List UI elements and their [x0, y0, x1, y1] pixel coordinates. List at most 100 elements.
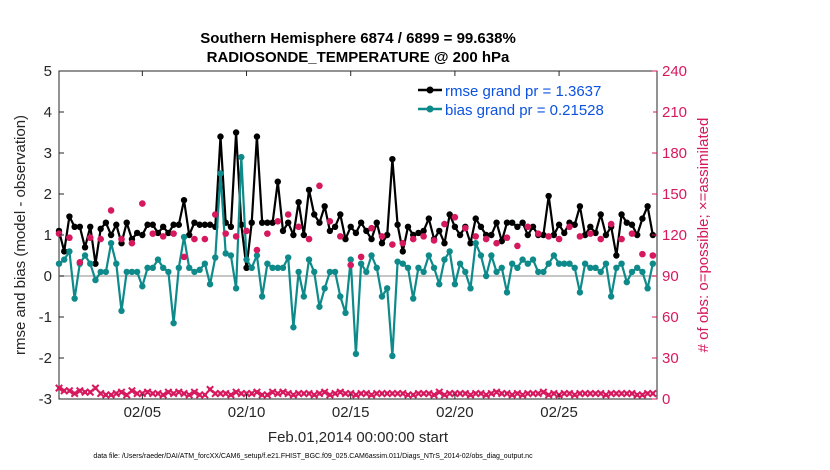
y-tick-label-left: -3 [39, 391, 52, 408]
point-obs-assimilated [539, 388, 548, 397]
point-rmse [628, 221, 636, 228]
point-bias [295, 268, 302, 276]
point-bias [628, 268, 636, 276]
point-bias [644, 285, 651, 292]
x-tick-label: 02/25 [540, 404, 578, 421]
point-rmse [347, 223, 354, 230]
point-center [77, 388, 82, 393]
point-obs-assimilated [315, 389, 324, 398]
point-bias [107, 240, 115, 247]
point-center [67, 388, 72, 393]
point-bias [399, 260, 406, 267]
point-rmse [587, 223, 594, 230]
point-rmse [290, 231, 297, 239]
point-center [312, 392, 317, 397]
point-bias [503, 289, 511, 296]
point-bias [227, 252, 235, 259]
point-bias [279, 264, 287, 271]
point-center [296, 391, 301, 396]
point-obs-possible [97, 235, 104, 243]
point-bias [248, 264, 255, 271]
point-center [187, 392, 192, 397]
point-center [166, 390, 171, 395]
point-center [515, 391, 520, 396]
point-center [228, 392, 233, 397]
point-center [119, 390, 124, 395]
point-obs-assimilated [602, 390, 610, 399]
point-bias [269, 264, 276, 271]
point-bias [425, 252, 433, 259]
point-obs-assimilated [487, 389, 496, 398]
y-tick-label-right: 30 [662, 350, 679, 367]
point-obs-assimilated [143, 388, 152, 397]
point-bias [597, 268, 604, 276]
point-center [416, 391, 421, 396]
point-bias [607, 293, 615, 300]
point-obs-possible [347, 261, 355, 269]
point-center [379, 391, 384, 396]
point-center [541, 390, 546, 395]
point-obs-assimilated [159, 390, 168, 399]
y-tick-label-left: 0 [44, 268, 52, 285]
point-center [161, 392, 166, 397]
point-rmse [149, 221, 156, 228]
point-obs-possible [55, 230, 63, 237]
point-center [551, 391, 556, 396]
point-bias [337, 293, 344, 300]
point-obs-assimilated [477, 389, 485, 398]
point-bias [415, 264, 422, 271]
point-center [327, 392, 332, 397]
point-rmse [545, 192, 552, 200]
point-obs-assimilated [200, 390, 209, 399]
point-rmse [206, 221, 214, 228]
legend-marker-rmse [426, 86, 434, 94]
point-obs-possible [493, 239, 500, 247]
point-obs-assimilated [482, 390, 491, 399]
point-bias [446, 248, 453, 255]
point-obs-assimilated [284, 389, 293, 398]
point-bias [508, 260, 516, 267]
point-rmse [555, 221, 563, 228]
point-rmse [451, 223, 459, 230]
point-obs-possible [201, 235, 209, 243]
point-bias [175, 264, 183, 271]
point-obs-assimilated [534, 389, 543, 398]
point-obs-possible [211, 211, 219, 218]
point-bias [170, 319, 177, 327]
point-center [374, 391, 379, 396]
point-rmse [102, 219, 110, 226]
point-rmse [66, 213, 73, 220]
point-bias [488, 252, 495, 259]
y-tick-label-right: 180 [662, 145, 687, 162]
point-obs-assimilated [263, 390, 272, 399]
point-obs-assimilated [544, 390, 553, 399]
point-rmse [269, 219, 276, 226]
point-obs-assimilated [435, 388, 444, 397]
point-rmse [389, 155, 396, 163]
point-obs-assimilated [75, 386, 84, 395]
point-bias [540, 268, 547, 276]
point-bias [649, 260, 657, 267]
point-obs-possible [368, 224, 375, 232]
point-rmse [295, 199, 302, 206]
point-bias [368, 252, 375, 259]
point-obs-assimilated [508, 390, 517, 399]
point-obs-assimilated [352, 390, 360, 399]
y-tick-label-right: 0 [662, 391, 670, 408]
point-center [223, 391, 228, 396]
point-bias [290, 324, 297, 331]
point-obs-assimilated [492, 388, 501, 397]
point-center [421, 391, 426, 396]
point-obs-assimilated [247, 389, 256, 398]
legend-box [413, 76, 653, 120]
point-rmse [352, 229, 360, 237]
point-bias [436, 281, 443, 288]
point-obs-possible [482, 235, 490, 243]
point-bias [201, 260, 209, 267]
x-axis-label: Feb.01,2014 00:00:00 start [268, 429, 449, 446]
point-obs-assimilated [65, 386, 74, 395]
point-rmse [378, 240, 386, 247]
y-axis-label-right: # of obs: o=possible; ×=assimilated [695, 118, 712, 353]
point-rmse [81, 244, 89, 251]
y-tick-label-right: 240 [662, 63, 687, 80]
